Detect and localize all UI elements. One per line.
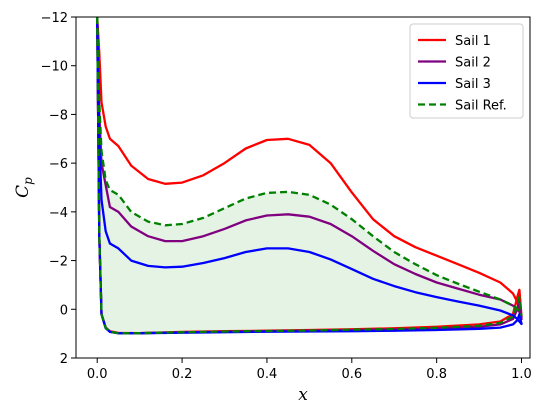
x-tick-label: 0.6 <box>341 367 362 382</box>
y-tick-label: −10 <box>41 60 68 75</box>
y-axis-label-base: C <box>13 185 33 198</box>
reference-shaded-region <box>97 17 522 334</box>
series-line-upper-sail-2 <box>96 17 523 321</box>
legend: Sail 1 Sail 2 Sail 3 Sail Ref. <box>409 23 524 119</box>
y-tick-label: 0 <box>60 303 68 318</box>
series-line-upper-sail-ref <box>96 17 523 316</box>
x-tick-label: 0.4 <box>257 367 278 382</box>
axes: 0.0 0.2 0.4 0.6 0.8 1.0 −12 −10 −8 −6 −4 −2 0 2 <box>41 11 532 382</box>
series-line-upper-sail-3 <box>96 17 523 326</box>
legend-label: Sail 1 <box>455 34 491 49</box>
series-line-upper-sail-1 <box>96 17 523 318</box>
legend-item-sail-ref: Sail Ref. <box>418 99 507 114</box>
legend-item-sail-3: Sail 3 <box>418 77 491 92</box>
x-tick-label: 0.8 <box>426 367 447 382</box>
y-axis-label-subscript: p <box>21 177 35 185</box>
x-tick-label: 0.0 <box>87 367 108 382</box>
y-tick-label: −4 <box>49 206 68 221</box>
plot-area <box>96 17 523 335</box>
y-tick-label: 2 <box>60 352 68 367</box>
legend-label: Sail 2 <box>455 56 491 71</box>
series-line-lower-sail-ref <box>96 17 523 335</box>
y-tick-label: −6 <box>49 157 68 172</box>
plot-content <box>96 17 523 335</box>
y-tick-label: −12 <box>41 11 68 26</box>
x-axis-label: x <box>298 385 308 405</box>
legend-box <box>409 23 524 119</box>
legend-label: Sail 3 <box>455 77 491 92</box>
legend-item-sail-2: Sail 2 <box>418 56 491 71</box>
x-tick-label: 0.2 <box>172 367 193 382</box>
y-tick-label: −2 <box>49 255 68 270</box>
legend-item-sail-1: Sail 1 <box>418 34 491 49</box>
x-tick-label: 1.0 <box>511 367 532 382</box>
y-tick-label: −8 <box>49 108 68 123</box>
legend-label: Sail Ref. <box>455 99 507 114</box>
y-axis-label: Cp <box>13 177 35 198</box>
series-sail-ref <box>96 17 523 335</box>
axes-frame <box>75 16 531 359</box>
axis-labels: x Cp <box>13 177 308 405</box>
